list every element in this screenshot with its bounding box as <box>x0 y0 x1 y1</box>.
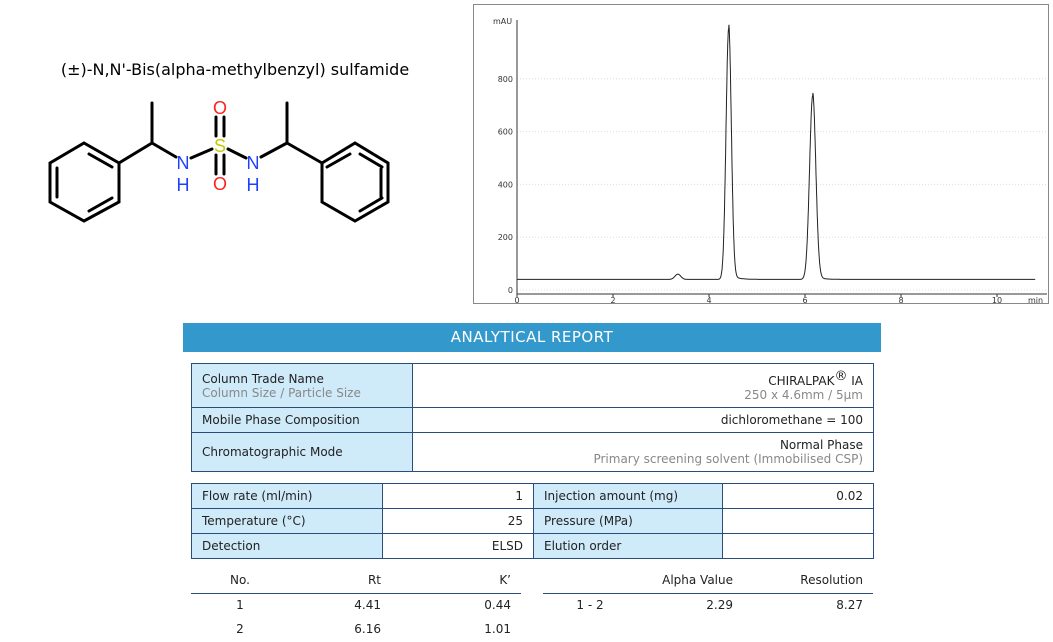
y-tick-label: 800 <box>498 75 513 84</box>
peak-rt: 6.16 <box>354 622 381 636</box>
column-label: Column Trade Name <box>202 371 324 386</box>
condition-value: 1 <box>382 483 534 509</box>
mode-label: Chromatographic Mode <box>191 432 413 472</box>
oxygen-atom: O <box>213 174 227 194</box>
x-tick-label: 6 <box>802 296 807 304</box>
chromatogram: 0 200 400 600 800 0 2 4 6 8 10 mAU min <box>473 4 1049 304</box>
hydrogen-atom: H <box>247 175 260 195</box>
conditions-table: Flow rate (ml/min) 1 Injection amount (mg)… <box>191 483 874 559</box>
hydrogen-atom: H <box>177 175 190 195</box>
header-no: No. <box>230 573 250 587</box>
peak-rt: 4.41 <box>354 598 381 612</box>
x-tick-label: 8 <box>898 296 903 304</box>
y-axis-label: mAU <box>493 17 512 26</box>
sulfur-atom: S <box>214 136 226 156</box>
x-tick-label: 10 <box>992 296 1002 304</box>
peak-k: 1.01 <box>484 622 511 636</box>
y-tick-label: 200 <box>498 233 513 242</box>
peak-k: 0.44 <box>484 598 511 612</box>
condition-label2: Elution order <box>533 533 723 559</box>
condition-value: ELSD <box>382 533 534 559</box>
condition-label2: Pressure (MPa) <box>533 508 723 534</box>
header-rt: Rt <box>367 573 381 587</box>
condition-value2 <box>722 533 874 559</box>
pair-resolution: 8.27 <box>836 598 863 612</box>
peak-no: 2 <box>236 622 244 636</box>
header-k: K’ <box>499 573 511 587</box>
mode-subvalue: Primary screening solvent (Immobilised C… <box>593 452 863 466</box>
header-resolution: Resolution <box>800 573 863 587</box>
x-tick-label: 0 <box>514 296 519 304</box>
divider <box>191 593 521 594</box>
chart-frame <box>473 4 1049 304</box>
conditions-row: Flow rate (ml/min) 1 Injection amount (mg)… <box>191 483 874 509</box>
condition-label: Flow rate (ml/min) <box>191 483 383 509</box>
column-value: CHIRALPAK® IA <box>768 369 863 388</box>
column-info-table: Column Trade Name Column Size / Particle … <box>191 363 874 472</box>
peak-no: 1 <box>236 598 244 612</box>
y-tick-label: 0 <box>508 286 513 295</box>
chromatogram-trace <box>517 24 1036 280</box>
pair-alpha: 2.29 <box>706 598 733 612</box>
divider <box>543 593 873 594</box>
column-size-value: 250 x 4.6mm / 5µm <box>744 388 863 402</box>
mobile-phase-value: dichloromethane = 100 <box>412 407 874 433</box>
report-title: ANALYTICAL REPORT <box>183 323 881 352</box>
conditions-row: Temperature (°C) 25 Pressure (MPa) <box>191 508 874 534</box>
condition-label: Detection <box>191 533 383 559</box>
oxygen-atom: O <box>213 98 227 118</box>
nitrogen-atom: N <box>177 153 190 173</box>
pair-label: 1 - 2 <box>576 598 604 612</box>
condition-label2: Injection amount (mg) <box>533 483 723 509</box>
nitrogen-atom: N <box>247 153 260 173</box>
header-alpha: Alpha Value <box>662 573 733 587</box>
y-tick-label: 400 <box>498 180 513 189</box>
mode-value: Normal Phase <box>779 438 863 452</box>
compound-name: (±)-N,N'-Bis(alpha-methylbenzyl) sulfami… <box>60 60 410 79</box>
chemical-structure: N H S O O N H <box>48 98 390 223</box>
column-size-label: Column Size / Particle Size <box>202 385 361 400</box>
conditions-row: Detection ELSD Elution order <box>191 533 874 559</box>
condition-value2: 0.02 <box>722 483 874 509</box>
x-tick-label: 2 <box>610 296 615 304</box>
x-tick-label: 4 <box>706 296 711 304</box>
condition-label: Temperature (°C) <box>191 508 383 534</box>
x-axis-label: min <box>1028 296 1043 304</box>
y-tick-label: 600 <box>498 128 513 137</box>
